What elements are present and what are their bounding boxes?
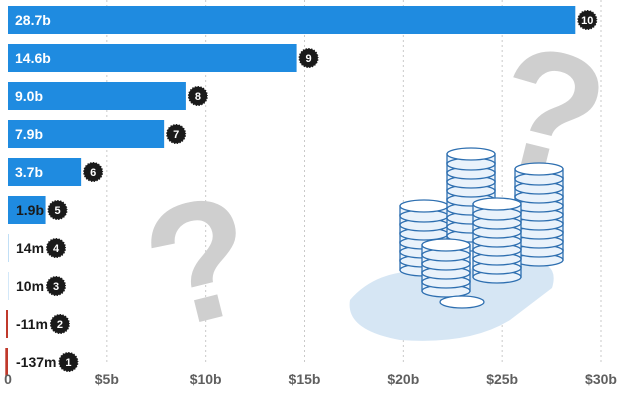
coin-top: [421, 238, 471, 252]
coin-top: [472, 197, 522, 211]
coin-top: [446, 147, 496, 161]
coin-stack: [421, 238, 471, 298]
rank-badge: [187, 85, 209, 107]
bar-row: 3.7b 6: [8, 158, 104, 186]
bar-row: 14.6b 9: [8, 44, 320, 72]
x-tick-label: $25b: [486, 371, 518, 387]
bar-value-label: 14m: [16, 240, 44, 256]
bar-row: 28.7b 10: [8, 6, 599, 34]
bar: [8, 158, 82, 186]
coin-stack: [514, 162, 564, 267]
bar: [5, 348, 8, 376]
x-axis-ticks: 0 $5b $10b $15b $20b $25b $30b: [4, 371, 617, 387]
bar: [8, 196, 46, 224]
bar-value-label: 28.7b: [15, 12, 51, 28]
coin-top: [399, 199, 449, 213]
rank-badge-number: 10: [581, 15, 593, 27]
rank-badge-number: 1: [65, 357, 71, 369]
coin-stacks-illustration: [349, 147, 564, 341]
coin-top: [514, 162, 564, 176]
bar-row: -11m 2: [6, 310, 71, 338]
question-mark-left: ?: [127, 157, 274, 366]
rank-badge: [46, 199, 69, 221]
bar-value-label: 9.0b: [15, 88, 43, 104]
bar: [8, 82, 186, 110]
rank-badge: [297, 47, 320, 69]
bar: [6, 310, 8, 338]
rank-badge: [82, 161, 104, 183]
bar-row: 10m 3: [8, 272, 67, 300]
rank-badge-number: 7: [173, 129, 179, 141]
x-tick-label: $10b: [190, 371, 222, 387]
bar-value-label: -137m: [16, 354, 56, 370]
coin-stack: [446, 147, 496, 252]
x-tick-label: $20b: [387, 371, 419, 387]
x-tick-label: $15b: [289, 371, 321, 387]
rank-badge-number: 6: [90, 167, 96, 179]
rank-badge: [45, 275, 67, 297]
x-tick-label: 0: [4, 371, 12, 387]
bar: [8, 6, 576, 34]
bar: [8, 120, 165, 148]
bar-value-label: -11m: [16, 316, 48, 332]
rank-badge-number: 3: [53, 281, 59, 293]
rank-badge: [165, 123, 187, 145]
bar-value-label: 14.6b: [15, 50, 51, 66]
bar-value-label: 7.9b: [15, 126, 43, 142]
rank-badge-number: 5: [54, 205, 60, 217]
bar-row: 9.0b 8: [8, 82, 209, 110]
coin-loose: [439, 295, 485, 309]
bar-row: 7.9b 7: [8, 120, 187, 148]
rank-badge: [576, 9, 599, 31]
bar-row: 14m 4: [8, 234, 67, 262]
bar-row: 1.9b 5: [8, 196, 69, 224]
bar-value-label: 1.9b: [16, 202, 44, 218]
bar: [8, 44, 297, 72]
bars: 28.7b 10 14.6b 9 9.0b 8 7.9b 7 3.7b 6 1.9b 5 14m 4 10m…: [5, 6, 599, 376]
rank-badge-number: 8: [195, 91, 201, 103]
rank-badge: [45, 237, 67, 259]
x-tick-label: $5b: [95, 371, 119, 387]
coin-stack: [472, 197, 522, 284]
rank-badge-number: 4: [53, 243, 60, 255]
rank-badge: [57, 351, 80, 373]
bar-row: -137m 1: [5, 348, 80, 376]
rank-badge-number: 2: [57, 319, 63, 331]
rank-badge: [49, 313, 71, 335]
bar-value-label: 3.7b: [15, 164, 43, 180]
bar-value-label: 10m: [16, 278, 44, 294]
x-tick-label: $30b: [585, 371, 617, 387]
rank-badge-number: 9: [306, 53, 312, 65]
